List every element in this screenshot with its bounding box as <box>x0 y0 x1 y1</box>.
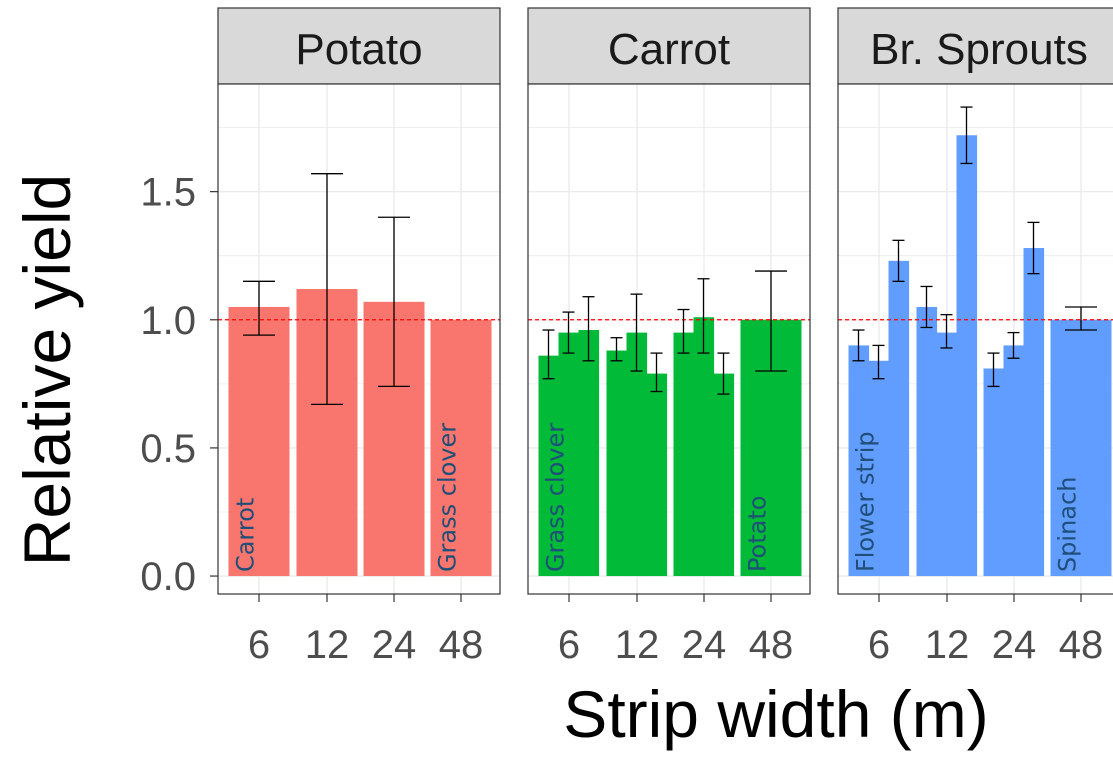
x-tick-label: 48 <box>1059 623 1104 667</box>
bar <box>673 332 695 577</box>
x-tick-label: 12 <box>615 623 660 667</box>
panel-border <box>837 83 1113 595</box>
bar <box>713 373 735 577</box>
bar <box>646 373 668 577</box>
x-tick-label: 12 <box>305 623 350 667</box>
bar <box>1023 248 1045 577</box>
facet-strip <box>837 7 1113 85</box>
x-tick-label: 24 <box>372 623 417 667</box>
bar <box>956 135 978 577</box>
panel-border <box>217 83 501 595</box>
x-tick-label: 6 <box>558 623 580 667</box>
bar-label: Flower strip <box>852 431 880 572</box>
bar <box>848 345 870 577</box>
x-tick-label: 48 <box>439 623 484 667</box>
bar <box>983 368 1005 577</box>
panel-carrot: Carrot Grass clover Potato 6 12 24 48 <box>527 7 811 667</box>
bar <box>868 360 890 577</box>
panel-plot-area: Flower strip Spinach <box>838 84 1113 594</box>
bar <box>558 332 580 577</box>
bar <box>430 319 492 577</box>
bar <box>538 355 560 577</box>
y-tick-label: 0.5 <box>140 427 196 471</box>
panel-br-sprouts: Br. Sprouts Flower strip Spinach 6 12 24 48 <box>837 7 1113 667</box>
facet-strip-label: Potato <box>295 25 422 74</box>
x-tick-label: 12 <box>925 623 970 667</box>
bar <box>626 332 648 577</box>
x-tick-label: 6 <box>868 623 890 667</box>
bar-label: Potato <box>744 496 772 573</box>
panel-border <box>527 83 811 595</box>
bar <box>693 317 715 577</box>
bar <box>936 332 958 577</box>
x-tick-label: 24 <box>992 623 1037 667</box>
y-tick-label: 0.0 <box>140 555 196 599</box>
bar-label: Grass clover <box>434 423 462 572</box>
bar <box>1003 345 1025 577</box>
facet-strip <box>217 7 501 85</box>
panel-potato: Potato Carrot Grass clover 6 12 24 48 <box>217 7 501 667</box>
facet-strip <box>527 7 811 85</box>
y-axis-ticks: 0.0 0.5 1.0 1.5 <box>140 171 218 599</box>
bar-label: Spinach <box>1054 477 1082 572</box>
x-tick-label: 24 <box>682 623 727 667</box>
bar <box>916 306 938 577</box>
bar <box>578 330 600 577</box>
y-tick-label: 1.0 <box>140 299 196 343</box>
facet-strip-label: Carrot <box>608 25 730 74</box>
x-axis-title: Strip width (m) <box>563 677 988 751</box>
bar-label: Grass clover <box>542 423 570 572</box>
bar <box>1050 319 1112 577</box>
panel-plot-area: Grass clover Potato <box>528 84 810 594</box>
panel-plot-area: Carrot Grass clover <box>218 84 500 594</box>
y-tick-label: 1.5 <box>140 171 196 215</box>
x-tick-label: 48 <box>749 623 794 667</box>
bar <box>606 350 628 577</box>
x-tick-label: 6 <box>248 623 270 667</box>
bar <box>228 306 290 577</box>
bar <box>888 260 910 577</box>
bar-label: Carrot <box>232 498 260 572</box>
y-axis-title: Relative yield <box>10 174 84 567</box>
facet-strip-label: Br. Sprouts <box>870 25 1088 74</box>
